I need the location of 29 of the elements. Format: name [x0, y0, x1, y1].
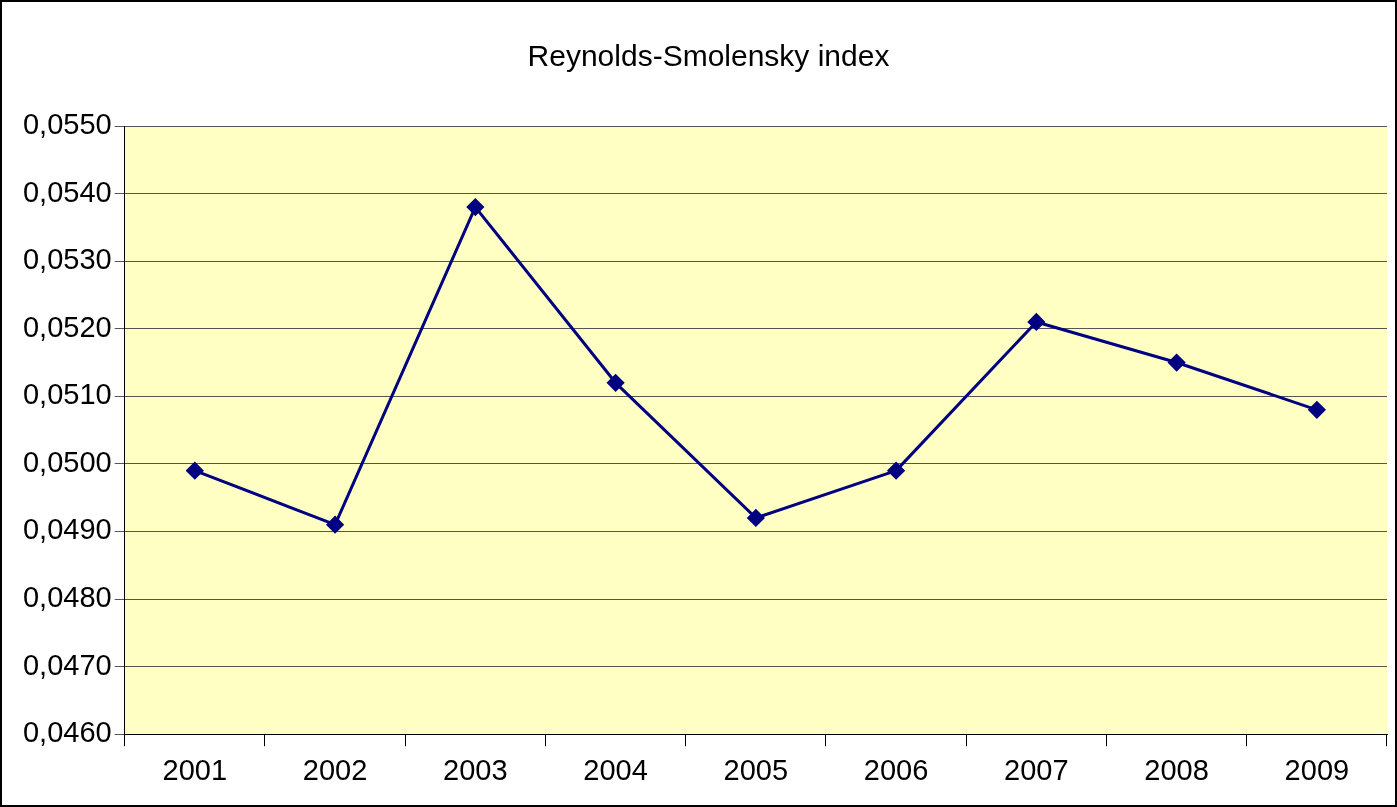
y-tick-label: 0,0520 — [23, 310, 112, 343]
x-tick-label: 2006 — [863, 753, 929, 786]
y-tick-label: 0,0490 — [23, 513, 112, 546]
x-tick-label: 2007 — [1004, 753, 1069, 786]
point — [1027, 313, 1045, 331]
point — [326, 516, 344, 534]
y-tick-label: 0,0530 — [23, 243, 112, 276]
y-tick-label: 0,0470 — [23, 648, 112, 681]
x-tick-label: 2001 — [162, 753, 228, 786]
x-tick-label: 2003 — [443, 753, 508, 786]
x-tick-label: 2008 — [1144, 753, 1209, 786]
y-tick-label: 0,0500 — [23, 445, 112, 478]
point — [887, 462, 905, 480]
point — [1168, 354, 1186, 372]
point — [466, 198, 484, 216]
y-tick-label: 0,0550 — [23, 108, 112, 140]
y-tick-label: 0,0510 — [23, 378, 112, 411]
y-tick-label: 0,0480 — [23, 581, 112, 614]
x-tick-label: 2009 — [1284, 753, 1350, 786]
x-tick-label: 2005 — [723, 753, 789, 786]
x-tick-label: 2002 — [302, 753, 368, 786]
point — [607, 374, 625, 392]
x-tick-label: 2004 — [583, 753, 648, 786]
y-tick-label: 0,0540 — [23, 175, 112, 208]
y-tick-label: 0,0460 — [23, 716, 112, 749]
point — [747, 509, 765, 527]
point — [1308, 401, 1326, 419]
point — [186, 462, 204, 480]
chart-title: Reynolds-Smolensky index — [527, 39, 890, 73]
